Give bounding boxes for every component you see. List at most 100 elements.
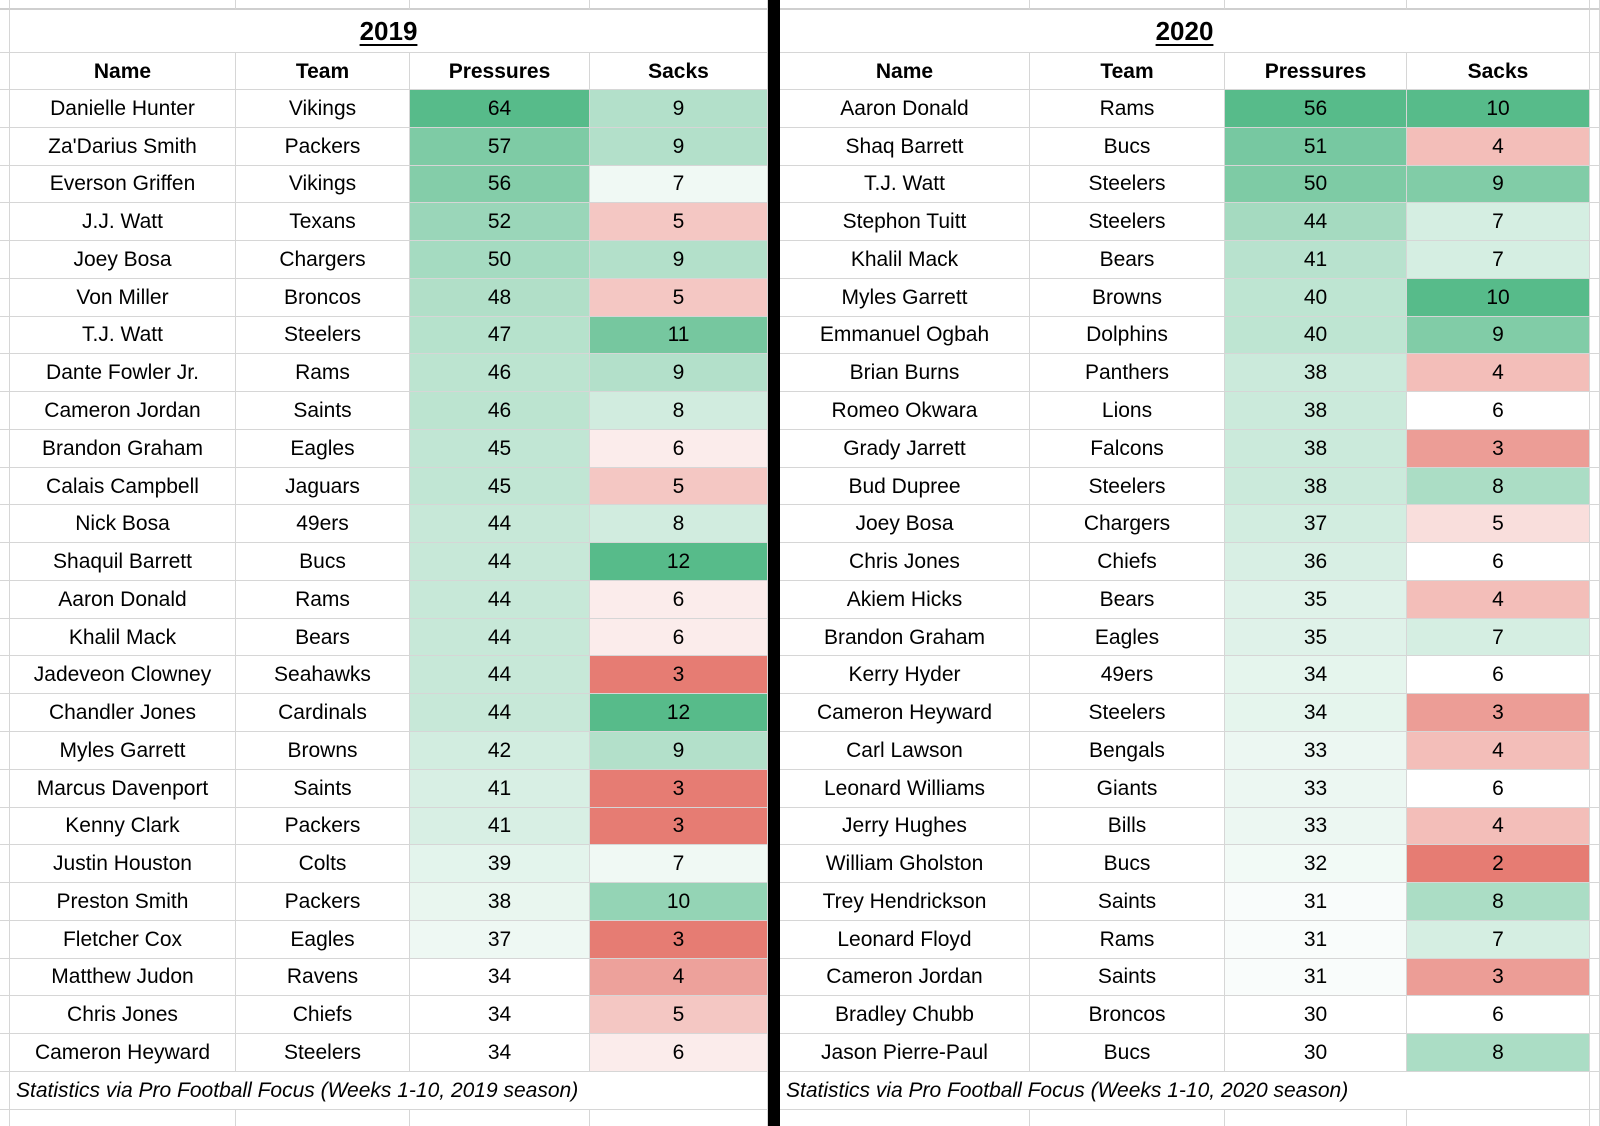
sacks-cell[interactable]: 6 (1407, 769, 1590, 808)
column-header-pressures[interactable]: Pressures (410, 53, 590, 90)
pressures-cell[interactable]: 37 (1225, 505, 1407, 544)
team-cell[interactable]: Saints (236, 392, 410, 430)
pressures-cell[interactable]: 46 (410, 354, 590, 393)
sacks-cell[interactable]: 8 (590, 392, 768, 430)
pressures-cell[interactable]: 44 (410, 656, 590, 695)
sacks-cell[interactable]: 11 (590, 316, 768, 355)
player-name-cell[interactable]: Joey Bosa (780, 505, 1030, 544)
sacks-cell[interactable]: 3 (1407, 694, 1590, 733)
player-name-cell[interactable]: Aaron Donald (780, 90, 1030, 128)
sacks-cell[interactable]: 8 (1407, 467, 1590, 506)
team-cell[interactable]: Rams (236, 580, 410, 619)
player-name-cell[interactable]: Jason Pierre-Paul (780, 1034, 1030, 1072)
player-name-cell[interactable]: Aaron Donald (10, 580, 236, 619)
sacks-cell[interactable]: 10 (1407, 90, 1590, 128)
team-cell[interactable]: Bills (1030, 807, 1225, 846)
column-header-sacks[interactable]: Sacks (1407, 53, 1590, 90)
pressures-cell[interactable]: 36 (1225, 543, 1407, 581)
sacks-cell[interactable]: 4 (590, 958, 768, 997)
player-name-cell[interactable]: Nick Bosa (10, 505, 236, 544)
pressures-cell[interactable]: 45 (410, 467, 590, 506)
team-cell[interactable]: Eagles (1030, 618, 1225, 657)
sacks-cell[interactable]: 8 (1407, 1034, 1590, 1072)
pressures-cell[interactable]: 46 (410, 392, 590, 430)
sacks-cell[interactable]: 3 (1407, 429, 1590, 468)
player-name-cell[interactable]: Grady Jarrett (780, 429, 1030, 468)
source-note-2020[interactable]: Statistics via Pro Football Focus (Weeks… (780, 1071, 1590, 1110)
team-cell[interactable]: Steelers (1030, 165, 1225, 204)
team-cell[interactable]: Bucs (1030, 1034, 1225, 1072)
sacks-cell[interactable]: 10 (1407, 278, 1590, 317)
player-name-cell[interactable]: Leonard Floyd (780, 920, 1030, 959)
sacks-cell[interactable]: 5 (590, 467, 768, 506)
pressures-cell[interactable]: 34 (1225, 694, 1407, 733)
sacks-cell[interactable]: 7 (1407, 203, 1590, 242)
team-cell[interactable]: Falcons (1030, 429, 1225, 468)
player-name-cell[interactable]: Shaquil Barrett (10, 543, 236, 581)
team-cell[interactable]: Steelers (236, 1034, 410, 1072)
team-cell[interactable]: Bucs (1030, 127, 1225, 166)
pressures-cell[interactable]: 38 (1225, 392, 1407, 430)
player-name-cell[interactable]: Khalil Mack (10, 618, 236, 657)
team-cell[interactable]: Saints (1030, 958, 1225, 997)
pressures-cell[interactable]: 38 (1225, 354, 1407, 393)
season-title-cell-2019[interactable]: 2019 (10, 10, 768, 53)
sacks-cell[interactable]: 9 (590, 241, 768, 279)
team-cell[interactable]: Bears (1030, 241, 1225, 279)
pressures-cell[interactable]: 34 (410, 996, 590, 1035)
sacks-cell[interactable]: 12 (590, 694, 768, 733)
sacks-cell[interactable]: 7 (1407, 241, 1590, 279)
sacks-cell[interactable]: 9 (590, 354, 768, 393)
sacks-cell[interactable]: 7 (1407, 920, 1590, 959)
team-cell[interactable]: Dolphins (1030, 316, 1225, 355)
sacks-cell[interactable]: 5 (590, 278, 768, 317)
sacks-cell[interactable]: 6 (590, 580, 768, 619)
team-cell[interactable]: Texans (236, 203, 410, 242)
sacks-cell[interactable]: 6 (1407, 392, 1590, 430)
pressures-cell[interactable]: 30 (1225, 1034, 1407, 1072)
pressures-cell[interactable]: 47 (410, 316, 590, 355)
pressures-cell[interactable]: 44 (410, 618, 590, 657)
team-cell[interactable]: Browns (236, 732, 410, 770)
pressures-cell[interactable]: 50 (1225, 165, 1407, 204)
player-name-cell[interactable]: Calais Campbell (10, 467, 236, 506)
sacks-cell[interactable]: 6 (590, 429, 768, 468)
pressures-cell[interactable]: 52 (410, 203, 590, 242)
team-cell[interactable]: Packers (236, 807, 410, 846)
pressures-cell[interactable]: 48 (410, 278, 590, 317)
player-name-cell[interactable]: Joey Bosa (10, 241, 236, 279)
sacks-cell[interactable]: 3 (590, 656, 768, 695)
pressures-cell[interactable]: 40 (1225, 316, 1407, 355)
column-header-team[interactable]: Team (236, 53, 410, 90)
pressures-cell[interactable]: 41 (410, 807, 590, 846)
sacks-cell[interactable]: 3 (590, 807, 768, 846)
player-name-cell[interactable]: Von Miller (10, 278, 236, 317)
column-header-name[interactable]: Name (780, 53, 1030, 90)
sacks-cell[interactable]: 2 (1407, 845, 1590, 884)
sacks-cell[interactable]: 4 (1407, 732, 1590, 770)
team-cell[interactable]: Packers (236, 883, 410, 921)
team-cell[interactable]: Browns (1030, 278, 1225, 317)
pressures-cell[interactable]: 51 (1225, 127, 1407, 166)
pressures-cell[interactable]: 44 (410, 580, 590, 619)
pressures-cell[interactable]: 34 (410, 958, 590, 997)
team-cell[interactable]: Bears (236, 618, 410, 657)
team-cell[interactable]: Steelers (1030, 694, 1225, 733)
player-name-cell[interactable]: Preston Smith (10, 883, 236, 921)
pressures-cell[interactable]: 44 (410, 505, 590, 544)
pressures-cell[interactable]: 33 (1225, 807, 1407, 846)
pressures-cell[interactable]: 33 (1225, 732, 1407, 770)
sacks-cell[interactable]: 3 (1407, 958, 1590, 997)
sacks-cell[interactable]: 5 (590, 996, 768, 1035)
team-cell[interactable]: Packers (236, 127, 410, 166)
pressures-cell[interactable]: 41 (410, 769, 590, 808)
team-cell[interactable]: Cardinals (236, 694, 410, 733)
sacks-cell[interactable]: 3 (590, 769, 768, 808)
player-name-cell[interactable]: T.J. Watt (780, 165, 1030, 204)
player-name-cell[interactable]: Myles Garrett (780, 278, 1030, 317)
sacks-cell[interactable]: 7 (590, 165, 768, 204)
sacks-cell[interactable]: 9 (590, 127, 768, 166)
sacks-cell[interactable]: 6 (1407, 543, 1590, 581)
sacks-cell[interactable]: 9 (1407, 316, 1590, 355)
sacks-cell[interactable]: 3 (590, 920, 768, 959)
